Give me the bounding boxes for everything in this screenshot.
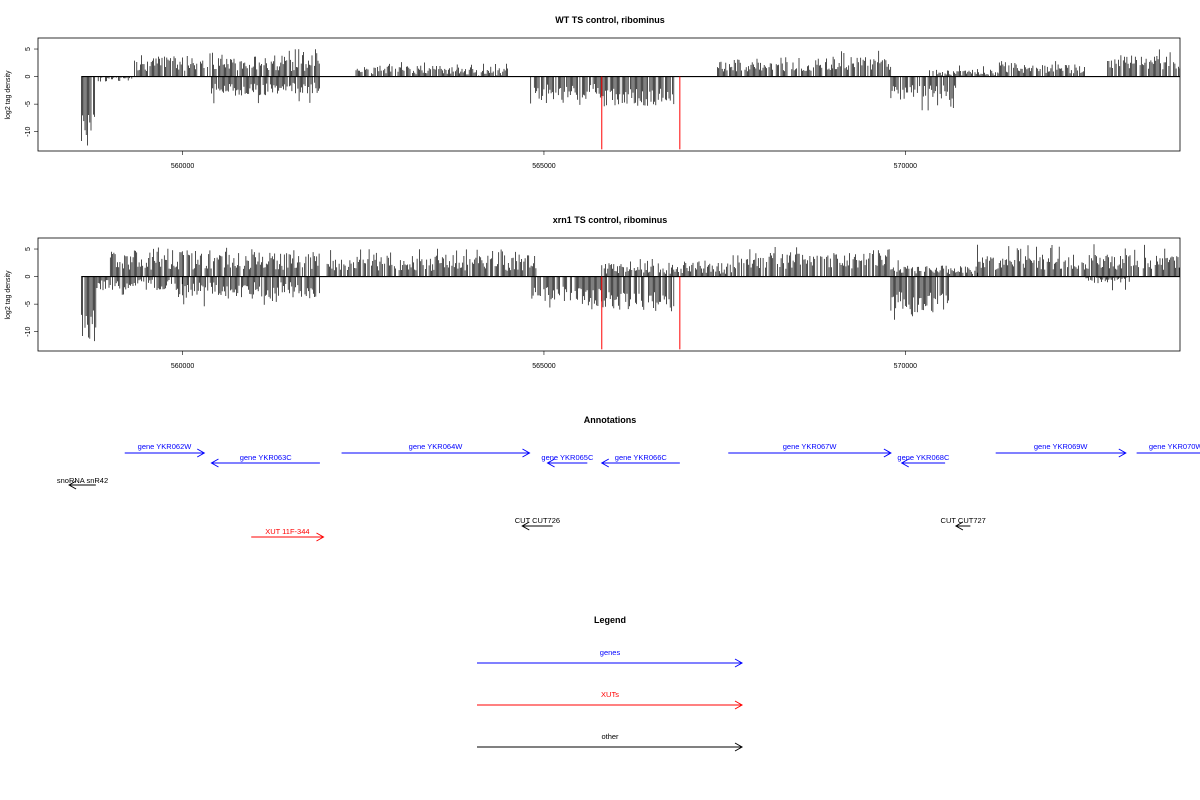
legend-items: genes XUTs other <box>477 648 744 752</box>
x-tick-label: 570000 <box>894 363 917 370</box>
y-tick-label: 5 <box>25 247 32 251</box>
y-tick-label: 0 <box>25 75 32 79</box>
arrow-head <box>196 448 206 458</box>
xrn1-track-ylabel: log2 tag density <box>5 270 12 320</box>
plot-frame <box>37 237 1181 352</box>
feature-label: gene YKR066C <box>615 453 668 462</box>
legend-label: XUTs <box>601 690 619 699</box>
x-tick-label: 560000 <box>171 363 194 370</box>
x-tick-label: 570000 <box>894 163 917 170</box>
wt-track-panel: WT TS control, ribominus log2 tag densit… <box>5 15 1181 170</box>
arrow-head <box>1118 448 1127 458</box>
arrow-head <box>68 480 77 490</box>
feature-label: gene YKR063C <box>240 453 293 462</box>
arrow-head <box>521 521 530 531</box>
y-tick-label: 0 <box>25 275 32 279</box>
wt-track-axes: 5 0 -5 -10 560000 565000 570000 <box>25 37 1181 170</box>
feature-label: snoRNA snR42 <box>57 476 108 485</box>
arrow-head <box>900 458 909 468</box>
feature-label: gene YKR064W <box>409 442 464 451</box>
y-tick-label: -5 <box>25 301 32 307</box>
xrn1-track-axes: 5 0 -5 -10 560000 565000 570000 <box>25 237 1181 370</box>
arrow-head <box>954 521 964 531</box>
legend-title: Legend <box>594 615 626 625</box>
feature-label: gene YKR069W <box>1034 442 1089 451</box>
xrn1-track-title: xrn1 TS control, ribominus <box>553 215 668 225</box>
arrow-head <box>546 458 555 468</box>
wt-track-ylabel: log2 tag density <box>5 70 12 120</box>
wt-track-marks <box>81 49 1181 150</box>
plot-frame <box>37 37 1181 152</box>
feature-label: CUT CUT726 <box>515 516 560 525</box>
legend-label: genes <box>600 648 621 657</box>
arrow-head <box>210 458 219 468</box>
y-tick-label: -10 <box>25 327 32 337</box>
wt-track-title: WT TS control, ribominus <box>555 15 665 25</box>
annotations-title: Annotations <box>584 415 637 425</box>
feature-label: gene YKR070W <box>1149 442 1200 451</box>
y-tick-label: 5 <box>25 47 32 51</box>
legend-panel: Legend genes XUTs other <box>477 615 744 752</box>
arrow-head <box>600 458 610 468</box>
xrn1-track-marks <box>81 244 1180 350</box>
feature-label: gene YKR068C <box>897 453 950 462</box>
x-tick-label: 565000 <box>532 163 555 170</box>
arrow-head <box>883 448 892 458</box>
arrow-head <box>734 700 744 710</box>
feature-label: gene YKR065C <box>541 453 594 462</box>
feature-label: CUT CUT727 <box>941 516 986 525</box>
arrow-head <box>522 448 531 458</box>
feature-label: gene YKR062W <box>138 442 193 451</box>
feature-label: XUT 11F-344 <box>265 527 309 536</box>
y-tick-label: -10 <box>25 127 32 137</box>
y-tick-label: -5 <box>25 101 32 107</box>
legend-label: other <box>601 732 619 741</box>
x-tick-label: 560000 <box>171 163 194 170</box>
arrow-head <box>734 742 744 752</box>
annotation-features: gene YKR062W gene YKR063C gene YKR064W gene… <box>57 442 1200 542</box>
arrow-head <box>316 532 325 542</box>
feature-label: gene YKR067W <box>783 442 838 451</box>
arrow-head <box>734 658 744 668</box>
xrn1-track-panel: xrn1 TS control, ribominus log2 tag dens… <box>5 215 1181 370</box>
x-tick-label: 565000 <box>532 363 555 370</box>
